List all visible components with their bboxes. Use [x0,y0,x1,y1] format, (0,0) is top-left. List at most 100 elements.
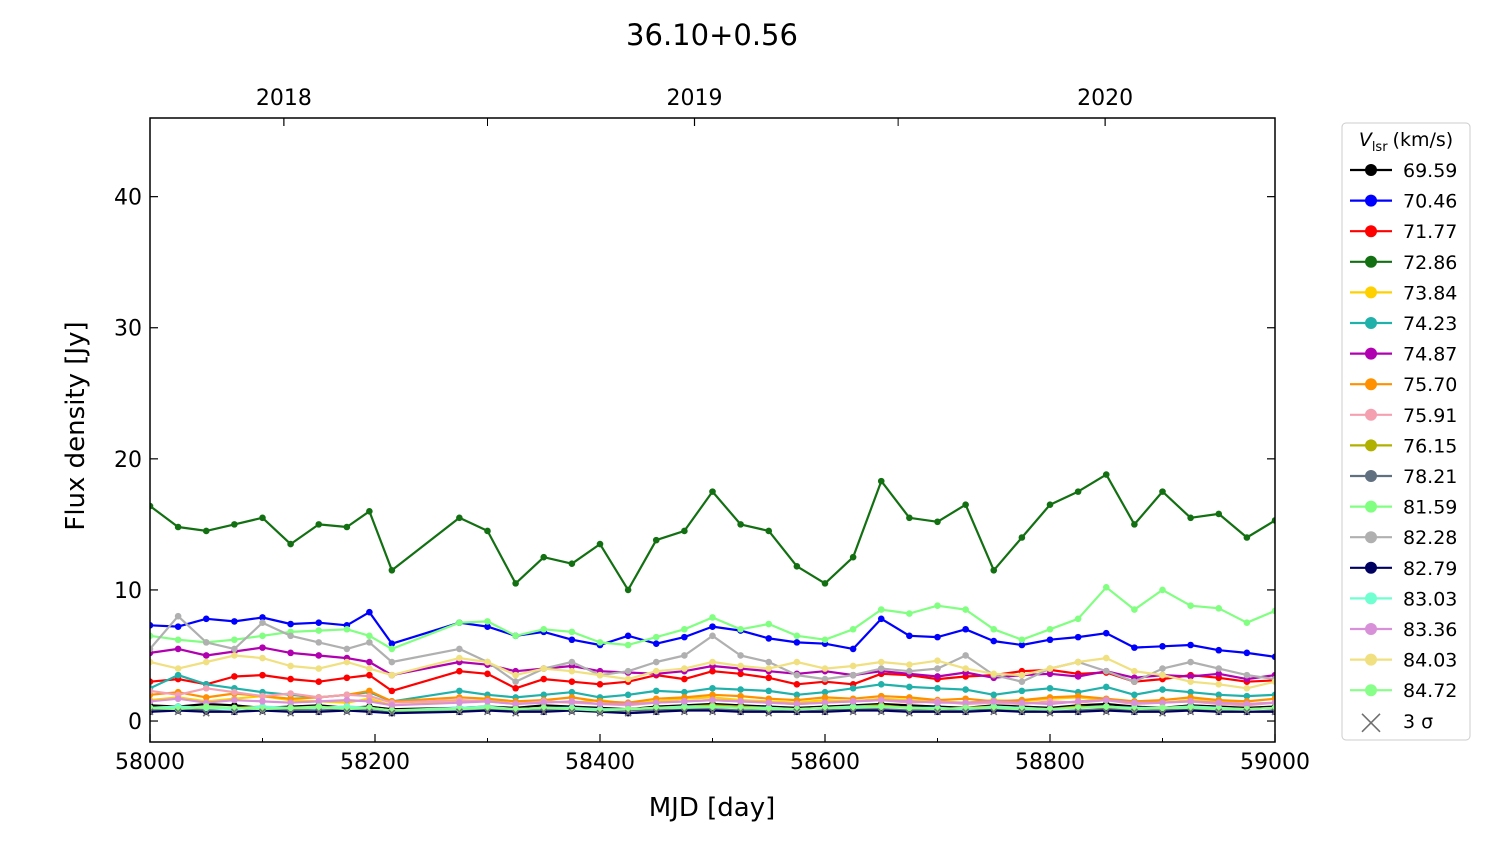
point [681,633,688,641]
point [737,652,744,659]
point [906,514,913,522]
point [1074,658,1082,666]
point [388,645,396,653]
series-line [150,611,1275,658]
point [765,674,773,682]
point [877,658,885,666]
point [1131,699,1138,706]
point [540,625,548,633]
point [877,665,885,672]
point [737,692,744,700]
point [1018,678,1026,685]
point [990,566,998,574]
point [1187,673,1194,680]
point [765,699,773,706]
point [652,633,660,641]
cross-marker [933,708,942,716]
point [174,523,182,531]
point [1243,684,1251,692]
point [287,704,294,712]
point [596,540,604,548]
point [484,670,491,678]
point [877,703,885,710]
point [765,527,773,535]
x-tick-label: 58800 [1015,750,1085,775]
point [540,675,548,683]
point [624,675,632,683]
point [906,661,913,668]
point [1074,633,1082,641]
cross-marker [877,708,885,716]
point [202,615,210,623]
point [287,675,294,683]
legend-label: 83.36 [1403,619,1457,641]
point [568,636,576,644]
series [150,584,1275,653]
point [934,602,941,609]
series-line [150,697,1275,707]
y-tick-label: 10 [114,579,142,604]
point [962,501,969,509]
point [388,658,396,666]
cross-marker [905,709,913,717]
point [259,692,266,700]
cross-marker [202,709,210,717]
point [962,665,969,672]
legend-label: 69.59 [1403,160,1457,182]
point [1131,667,1138,675]
point [174,671,182,679]
point [681,665,688,672]
x-tick-label: 58000 [115,750,185,775]
point [737,698,744,705]
point [1018,534,1026,541]
point [709,703,716,710]
series-line [150,695,1275,707]
point [315,698,323,705]
cross-marker [174,708,182,716]
point [1187,602,1194,609]
point [1159,665,1166,672]
point [456,667,463,675]
point [540,691,548,699]
point [512,678,519,685]
legend-title-symbol: V [1359,129,1374,151]
point [709,623,716,630]
point [231,696,238,704]
point [202,527,210,535]
cross-marker [1271,708,1275,716]
point [1018,699,1026,706]
cross-marker [258,708,267,716]
point [388,671,396,679]
cross-marker [680,708,688,716]
point [596,700,604,708]
point [174,695,182,703]
legend-label: 71.77 [1403,221,1457,243]
legend-marker [1365,439,1377,452]
cross-marker [1018,708,1026,716]
point [652,699,660,706]
series-line [150,473,1275,591]
point [568,688,576,696]
point [709,658,716,666]
point [540,699,548,706]
point [793,632,801,640]
point [259,671,266,679]
point [540,665,548,672]
point [1271,678,1275,685]
point [1131,521,1138,528]
point [1102,654,1110,662]
point [793,700,801,708]
series-line [150,654,1275,690]
legend-label: 84.72 [1403,680,1457,702]
cross-marker [512,709,520,717]
point [456,699,463,706]
point [174,645,182,653]
legend-label: 82.79 [1403,558,1457,580]
point [1102,696,1110,704]
point [709,696,716,704]
point [877,681,885,688]
point [366,608,373,616]
point [343,696,351,704]
